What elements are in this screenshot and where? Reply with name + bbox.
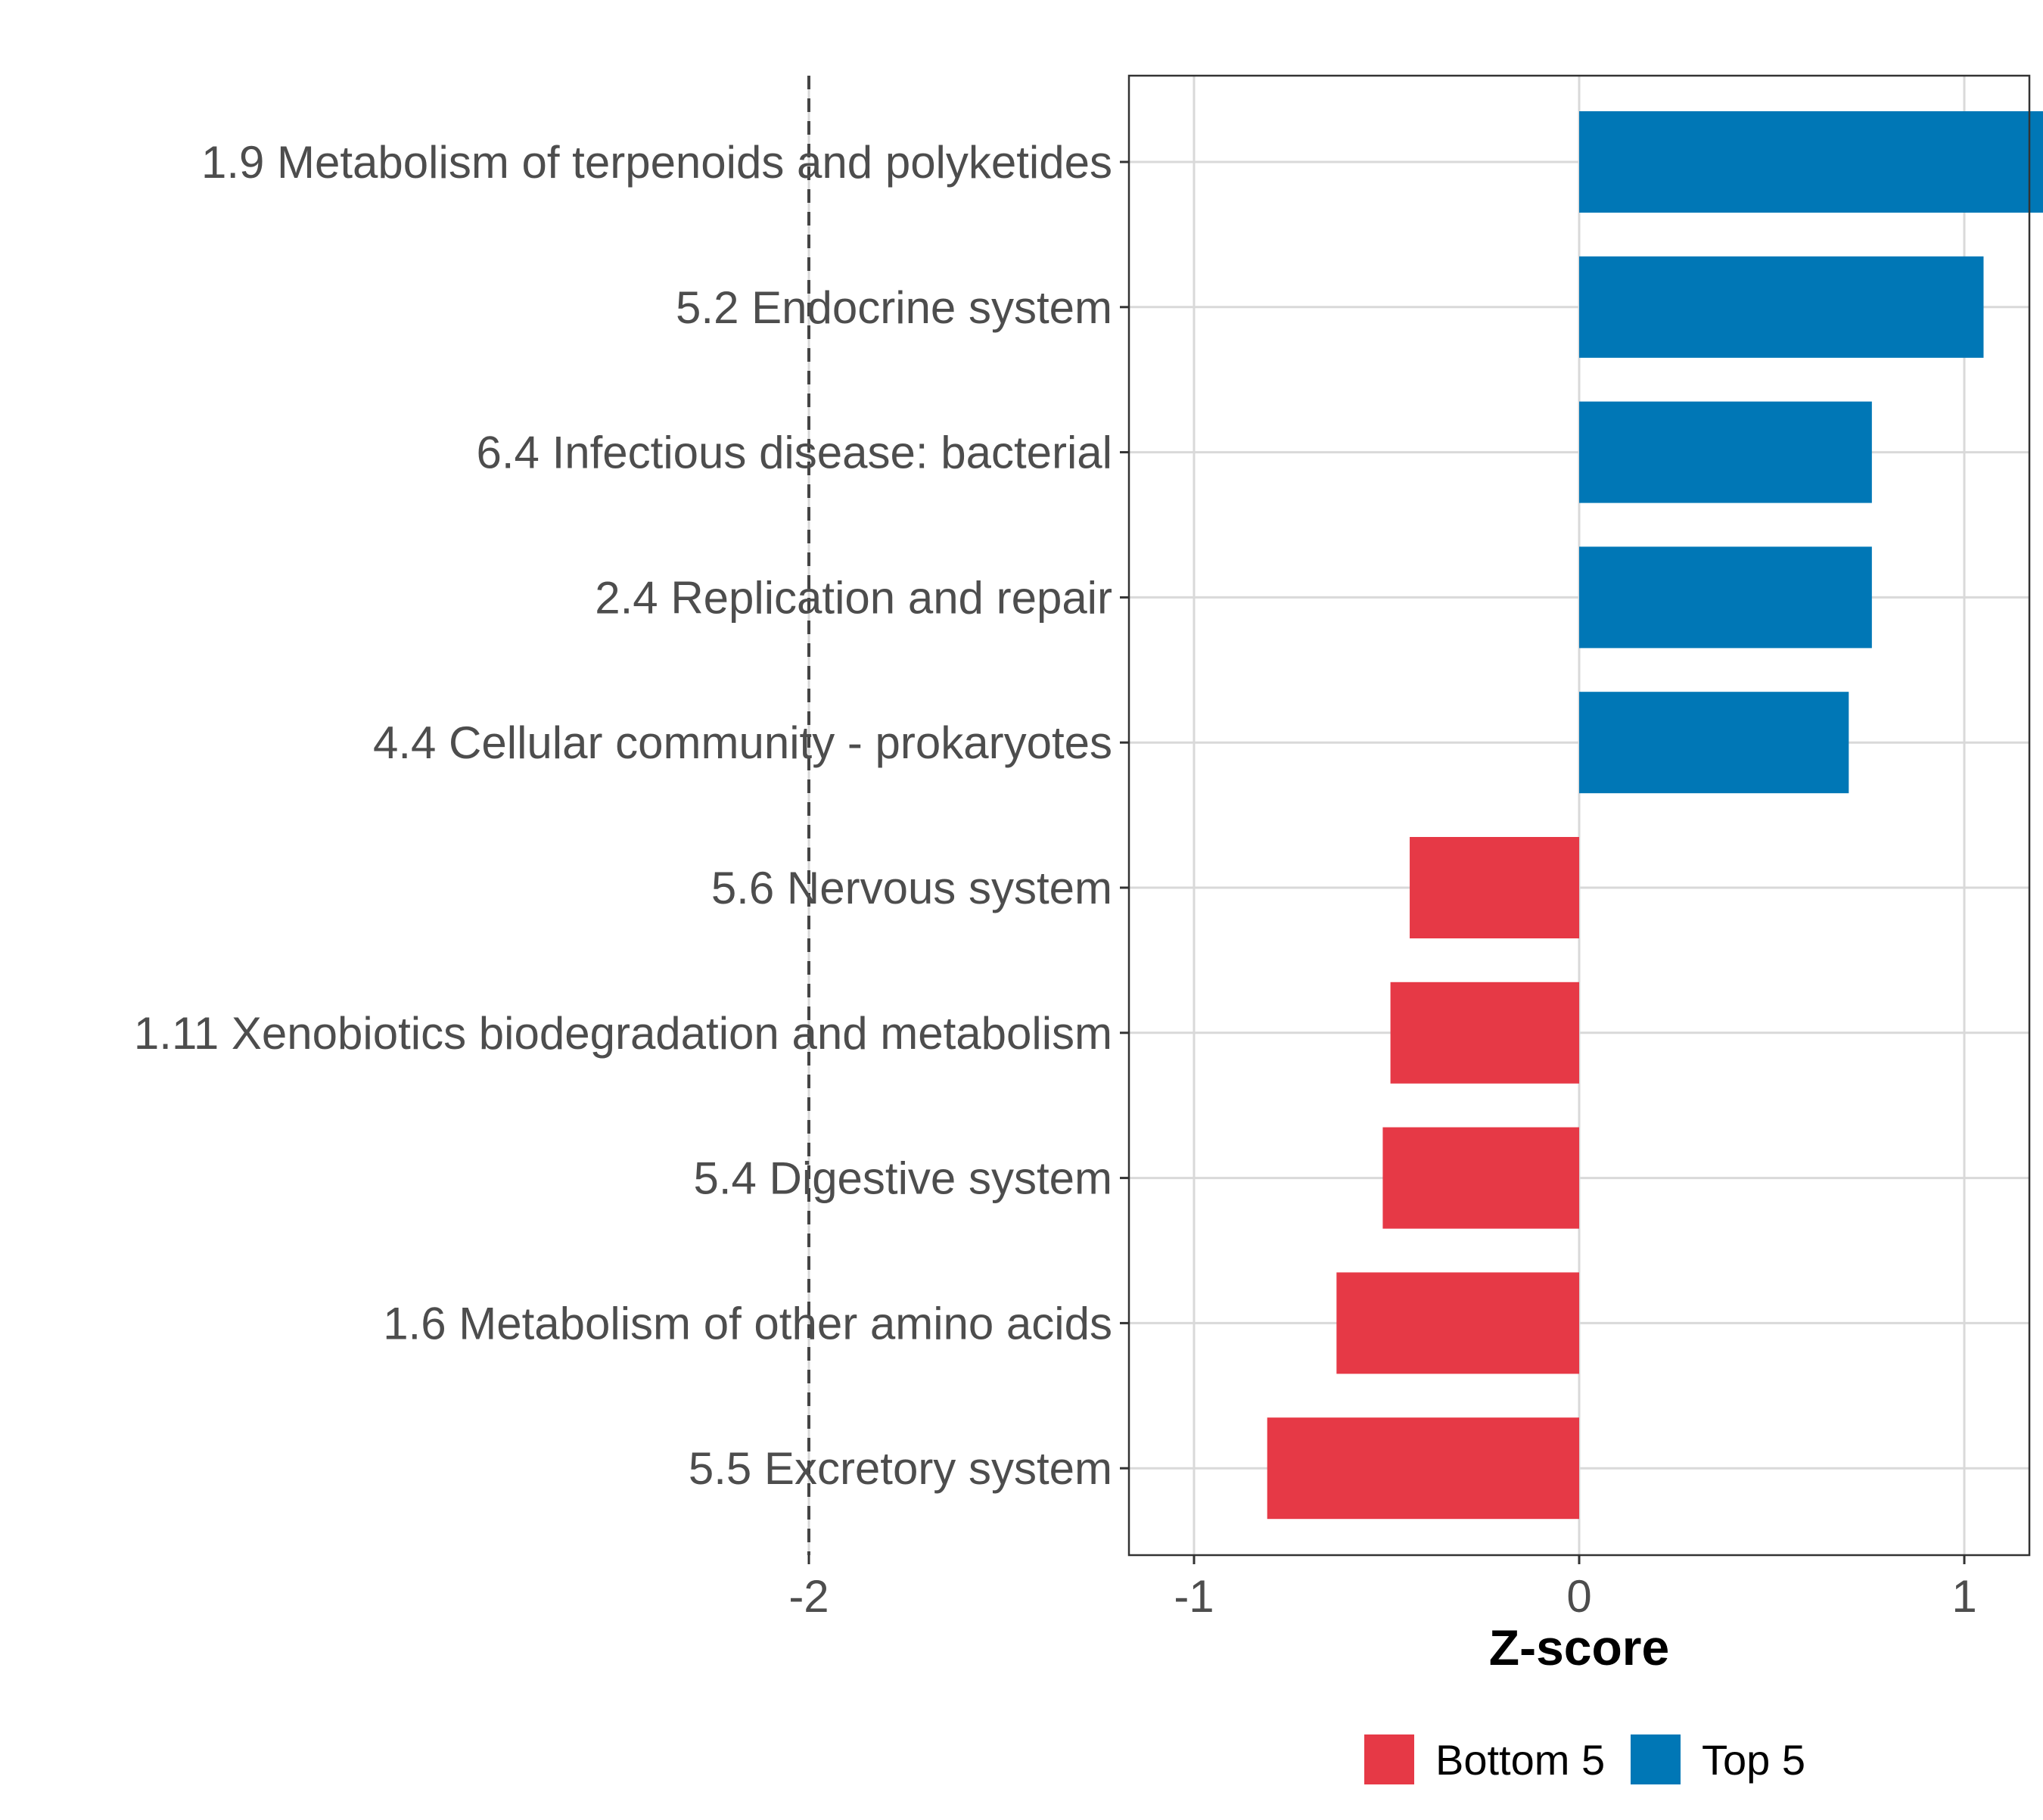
reference-lines bbox=[807, 76, 810, 1555]
legend-label: Top 5 bbox=[1702, 1736, 1805, 1784]
y-tick-label: 5.5 Excretory system bbox=[689, 1443, 1112, 1494]
legend-key bbox=[1631, 1734, 1681, 1784]
y-tick-label: 6.4 Infectious disease: bacterial bbox=[477, 428, 1113, 478]
y-tick-label: 5.2 Endocrine system bbox=[676, 282, 1112, 333]
legend: Bottom 5 Top 5 bbox=[1364, 1734, 1805, 1784]
legend-key bbox=[1364, 1734, 1414, 1784]
legend-label: Bottom 5 bbox=[1435, 1736, 1605, 1784]
bar bbox=[1579, 401, 1872, 503]
bar bbox=[1579, 256, 1984, 358]
y-tick-label: 2.4 Replication and repair bbox=[595, 572, 1112, 623]
y-tick-label: 4.4 Cellular community - prokaryotes bbox=[373, 717, 1112, 768]
y-tick-label: 5.6 Nervous system bbox=[711, 863, 1112, 913]
y-tick-label: 1.9 Metabolism of terpenoids and polyket… bbox=[201, 137, 1112, 188]
bar bbox=[1382, 1127, 1579, 1229]
axis-layer: 1.9 Metabolism of terpenoids and polyket… bbox=[134, 137, 1977, 1622]
x-axis-title: Z-score bbox=[1489, 1619, 1669, 1675]
x-tick-label: -1 bbox=[1174, 1571, 1214, 1622]
x-tick-label: 1 bbox=[1951, 1571, 1976, 1622]
x-tick-label: -2 bbox=[788, 1571, 829, 1622]
bar-layer bbox=[1267, 111, 2043, 1520]
y-tick-label: 5.4 Digestive system bbox=[693, 1153, 1112, 1204]
bar bbox=[1410, 837, 1579, 938]
bar bbox=[1390, 982, 1579, 1084]
bar bbox=[1579, 111, 2043, 213]
y-tick-label: 1.6 Metabolism of other amino acids bbox=[383, 1298, 1112, 1349]
bar bbox=[1267, 1417, 1579, 1520]
x-tick-label: 0 bbox=[1566, 1571, 1591, 1622]
bar bbox=[1579, 546, 1872, 649]
bar bbox=[1336, 1272, 1579, 1374]
bar bbox=[1579, 692, 1849, 794]
y-tick-label: 1.11 Xenobiotics biodegradation and meta… bbox=[134, 1008, 1112, 1059]
